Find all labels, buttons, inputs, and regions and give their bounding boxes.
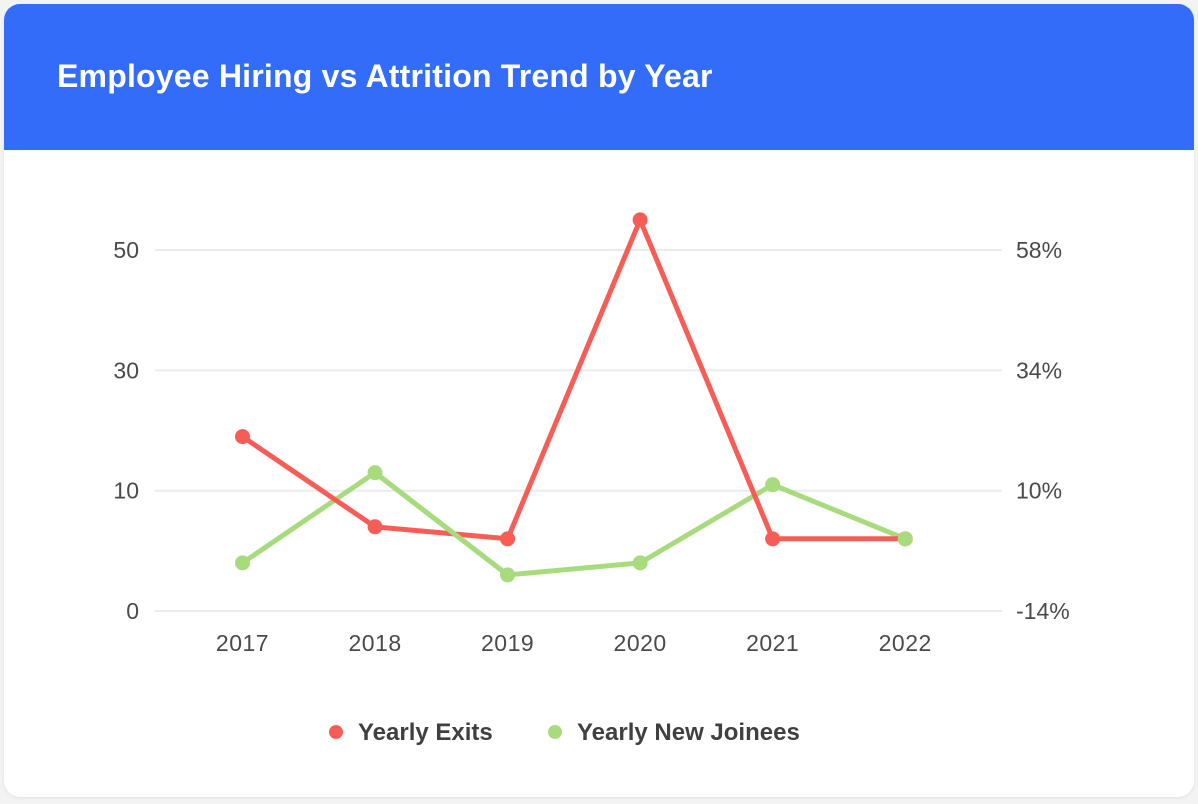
chart-title: Employee Hiring vs Attrition Trend by Ye… bbox=[57, 58, 713, 94]
y-axis-left-label: 10 bbox=[113, 478, 139, 504]
data-point-yearly-new-joinees-2017[interactable] bbox=[235, 555, 250, 571]
x-axis-label-2018: 2018 bbox=[348, 630, 401, 656]
data-point-yearly-exits-2020[interactable] bbox=[632, 212, 648, 228]
legend-item-yearly-exits[interactable]: Yearly Exits bbox=[329, 719, 493, 746]
series-line-yearly-new-joinees bbox=[240, 470, 908, 578]
data-point-yearly-new-joinees-2019[interactable] bbox=[500, 567, 516, 583]
chart-area: 0 -14% 10 10% 30 34% 50 58% 2017 2018 2019 2020 2021… bbox=[4, 150, 1194, 797]
x-axis-label-2019: 2019 bbox=[481, 630, 534, 656]
data-point-yearly-exits-2019[interactable] bbox=[500, 531, 516, 547]
series-line-yearly-exits bbox=[240, 217, 908, 542]
x-axis-label-2022: 2022 bbox=[879, 630, 932, 656]
legend-swatch-yearly-new-joinees bbox=[548, 725, 562, 739]
data-point-yearly-exits-2021[interactable] bbox=[765, 531, 781, 547]
y-axis-right-label: 10% bbox=[1016, 478, 1062, 504]
data-point-yearly-new-joinees-2021[interactable] bbox=[765, 477, 781, 493]
data-point-yearly-exits-2018[interactable] bbox=[367, 519, 383, 535]
y-axis-right-label: -14% bbox=[1016, 598, 1070, 624]
x-axis-label-2017: 2017 bbox=[216, 630, 269, 656]
y-axis-left-label: 50 bbox=[113, 237, 139, 263]
data-point-yearly-new-joinees-2020[interactable] bbox=[632, 555, 648, 571]
y-axis-right-label: 58% bbox=[1016, 237, 1062, 263]
trend-chart: 0 -14% 10 10% 30 34% 50 58% 2017 2018 2019 2020 2021… bbox=[113, 212, 1070, 746]
legend-swatch-yearly-exits bbox=[329, 725, 343, 739]
data-point-yearly-new-joinees-2022[interactable] bbox=[897, 531, 913, 547]
legend-item-yearly-new-joinees[interactable]: Yearly New Joinees bbox=[548, 719, 800, 746]
data-point-yearly-new-joinees-2018[interactable] bbox=[367, 465, 383, 481]
chart-header: Employee Hiring vs Attrition Trend by Ye… bbox=[4, 4, 1194, 150]
x-axis-label-2021: 2021 bbox=[746, 630, 799, 656]
legend-label-yearly-exits: Yearly Exits bbox=[358, 719, 493, 746]
y-axis-right-label: 34% bbox=[1016, 357, 1062, 383]
chart-card: Employee Hiring vs Attrition Trend by Ye… bbox=[4, 4, 1194, 797]
y-axis-left-label: 30 bbox=[113, 357, 139, 383]
y-axis-left-label: 0 bbox=[126, 598, 139, 624]
x-axis-label-2020: 2020 bbox=[614, 630, 667, 656]
series-line-overlay-yearly-new-joinees bbox=[372, 470, 511, 578]
data-point-yearly-exits-2017[interactable] bbox=[235, 429, 250, 445]
legend-label-yearly-new-joinees: Yearly New Joinees bbox=[577, 719, 800, 746]
